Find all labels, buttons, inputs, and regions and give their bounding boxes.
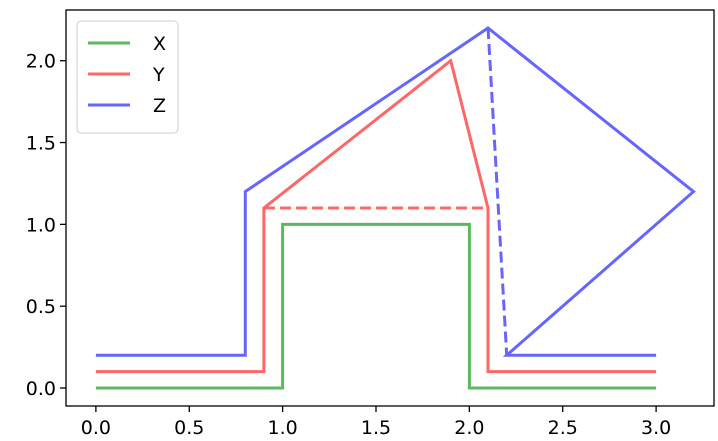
y-axis: 0.0 0.5 1.0 1.5 2.0: [26, 51, 66, 400]
dashed-segment-z-0: [486, 27, 509, 356]
x-tick-label: 0.5: [174, 417, 204, 439]
series-line-x: [95, 222, 657, 390]
series-z: [95, 26, 696, 357]
y-tick-label: 1.0: [26, 214, 56, 236]
legend-label-x: X: [153, 33, 166, 55]
y-tick-label: 1.5: [26, 133, 56, 155]
x-tick-label: 1.5: [361, 417, 391, 439]
series-y: [95, 58, 657, 374]
x-tick-label: 1.0: [268, 417, 298, 439]
plot-frame: [65, 9, 715, 407]
legend-label-y: Y: [152, 64, 165, 86]
y-tick-label: 0.5: [26, 296, 56, 318]
x-tick-label: 3.0: [641, 417, 671, 439]
series-line-z: [95, 26, 696, 357]
x-tick-label: 2.0: [454, 417, 484, 439]
legend: XYZ: [76, 20, 179, 134]
y-tick-label: 2.0: [26, 51, 56, 73]
series-layer: [95, 26, 696, 390]
series-x: [95, 222, 657, 390]
series-line-y: [95, 58, 657, 374]
x-axis: 0.0 0.5 1.0 1.5 2.0 2.5 3.0: [81, 406, 671, 439]
x-tick-label: 2.5: [548, 417, 578, 439]
y-tick-label: 0.0: [26, 378, 56, 400]
legend-label-z: Z: [153, 95, 166, 117]
x-tick-label: 0.0: [81, 417, 111, 439]
